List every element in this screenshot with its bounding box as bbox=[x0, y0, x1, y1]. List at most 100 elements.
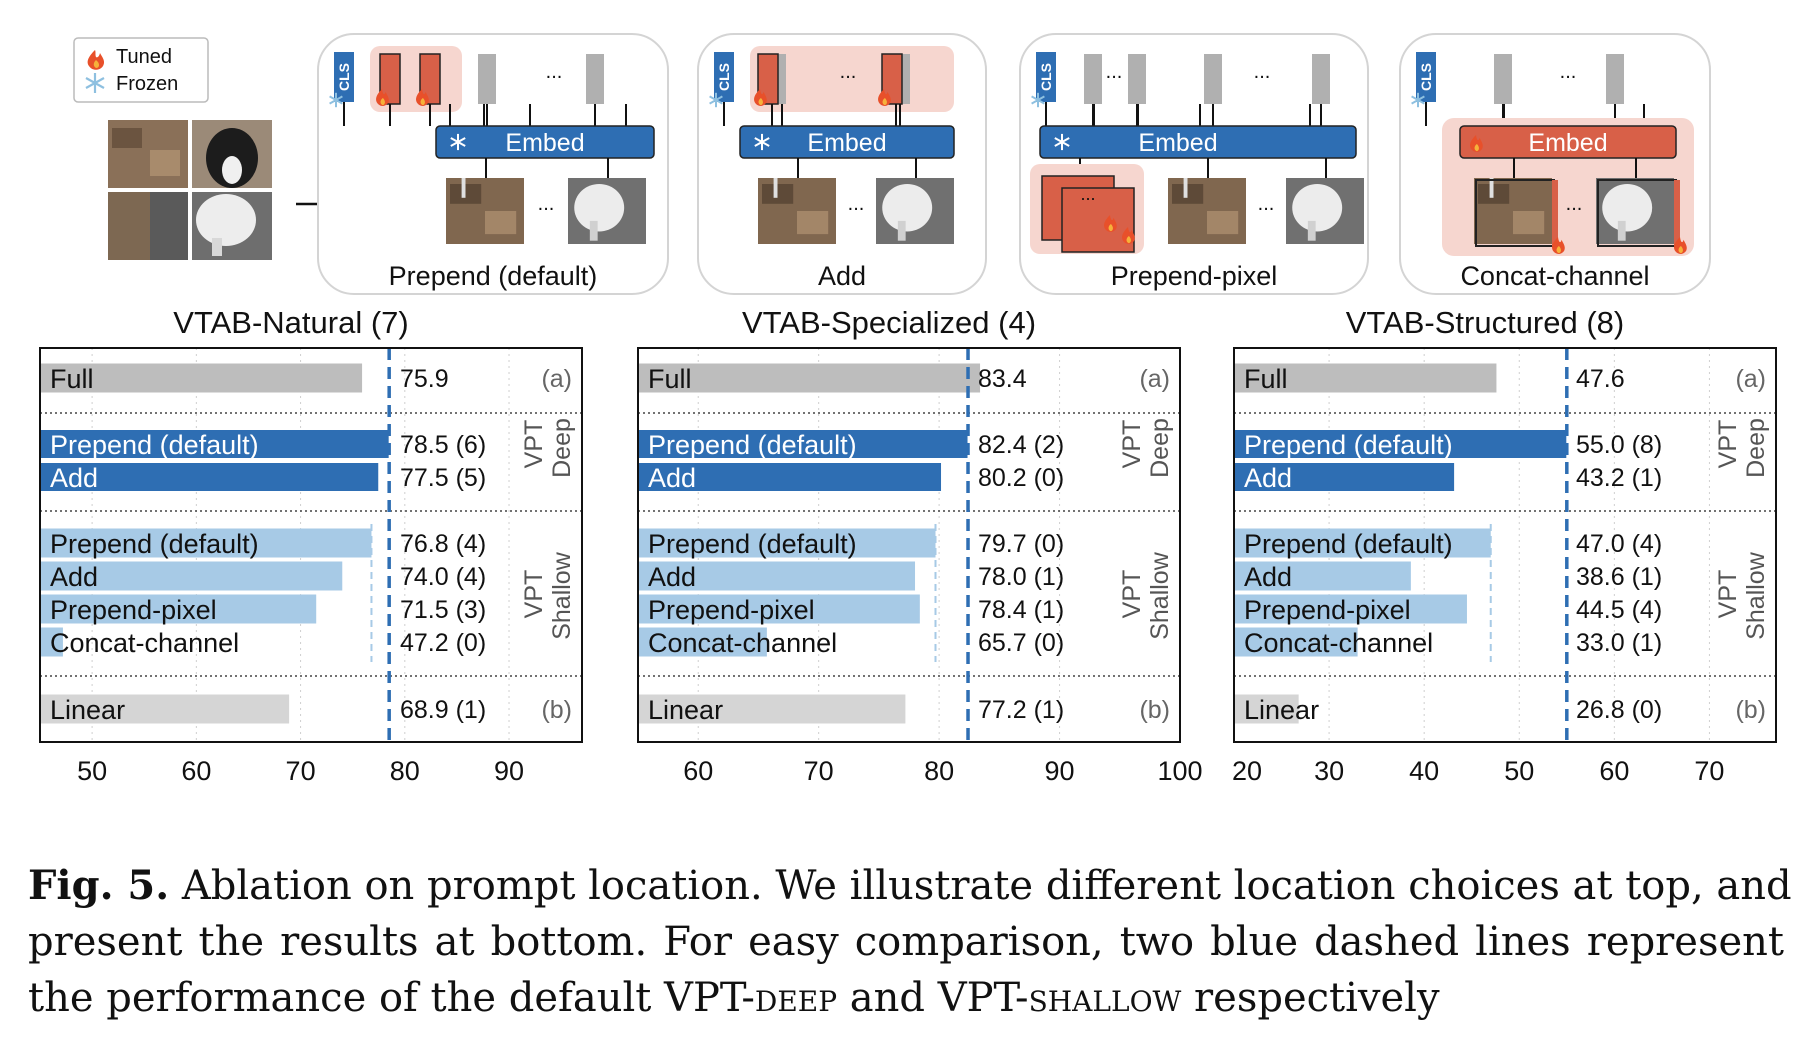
bar-label: Prepend (default) bbox=[50, 430, 259, 460]
legend-frozen-label: Frozen bbox=[116, 73, 178, 95]
bar bbox=[40, 528, 372, 558]
patch-token bbox=[586, 54, 604, 104]
ellipsis-text: ... bbox=[1566, 193, 1583, 215]
flame-outer bbox=[1104, 215, 1117, 232]
cls-token bbox=[1036, 52, 1056, 102]
value-label: 68.9 (1) bbox=[400, 696, 486, 724]
value-label: 43.2 (1) bbox=[1576, 464, 1662, 492]
value-label: 79.7 (0) bbox=[978, 530, 1064, 558]
flame-inner bbox=[1126, 236, 1131, 244]
bar-label: Concat-channel bbox=[50, 628, 239, 658]
snowflake-icon bbox=[85, 73, 105, 93]
group-label-linear: (b) bbox=[1139, 696, 1170, 724]
flame-inner bbox=[380, 98, 385, 106]
bar-label: Prepend (default) bbox=[648, 430, 857, 460]
x-tick-label: 60 bbox=[683, 756, 713, 786]
ellipsis-text: ... bbox=[1080, 184, 1095, 204]
x-tick-label: 90 bbox=[494, 756, 524, 786]
cls-token-label: CLS bbox=[716, 63, 732, 91]
ellipsis-text: ... bbox=[546, 61, 563, 83]
pixel-prompt bbox=[1061, 187, 1135, 253]
panel-title: Prepend (default) bbox=[389, 261, 598, 291]
legend: Tuned Frozen bbox=[73, 37, 209, 103]
patch-detail bbox=[1489, 178, 1494, 198]
bar bbox=[638, 627, 767, 657]
prompt-token bbox=[881, 53, 903, 105]
flame-inner bbox=[1474, 144, 1479, 152]
patch-token bbox=[478, 54, 496, 104]
value-label: 78.4 (1) bbox=[978, 596, 1064, 624]
patch-detail bbox=[1292, 183, 1343, 232]
snowflake-icon bbox=[1411, 92, 1425, 108]
patch-detail bbox=[1478, 184, 1510, 204]
image-patch bbox=[1596, 178, 1674, 244]
plot-frame bbox=[1233, 347, 1777, 743]
patch-detail bbox=[1172, 184, 1204, 204]
group-label-shallow-2: Shallow bbox=[1146, 551, 1174, 639]
patch-detail bbox=[762, 184, 794, 204]
bar bbox=[638, 594, 920, 624]
group-label-full: (a) bbox=[1139, 365, 1170, 393]
patch-detail bbox=[485, 211, 517, 235]
x-tick-label: 80 bbox=[390, 756, 420, 786]
bar-label: Add bbox=[648, 562, 696, 592]
value-label: 74.0 (4) bbox=[400, 563, 486, 591]
value-label: 78.5 (6) bbox=[400, 431, 486, 459]
bar-label: Concat-channel bbox=[1244, 628, 1433, 658]
bar-label: Prepend (default) bbox=[648, 529, 857, 559]
flame-inner bbox=[882, 98, 887, 106]
flame-icon bbox=[1470, 135, 1483, 152]
caption-vpt-shallow: shallow bbox=[1028, 975, 1182, 1021]
patch-token bbox=[1084, 54, 1102, 104]
bar-label: Linear bbox=[648, 695, 723, 725]
bar bbox=[638, 694, 906, 724]
patch-token bbox=[1494, 54, 1512, 104]
value-label: 76.8 (4) bbox=[400, 530, 486, 558]
flame-inner bbox=[420, 98, 425, 106]
value-label: 71.5 (3) bbox=[400, 596, 486, 624]
image-patch bbox=[1168, 178, 1246, 244]
ellipsis-text: ... bbox=[840, 61, 857, 83]
bar-label: Full bbox=[50, 364, 94, 394]
cls-token bbox=[1416, 52, 1436, 102]
concat-channel bbox=[1674, 180, 1680, 246]
bar bbox=[638, 363, 981, 393]
value-label: 47.2 (0) bbox=[400, 629, 486, 657]
flame-outer bbox=[1552, 237, 1565, 254]
group-label-deep-2: Deep bbox=[1146, 418, 1174, 478]
bar-label: Prepend (default) bbox=[1244, 430, 1453, 460]
panel-title: Add bbox=[818, 261, 866, 291]
group-label-deep-1: VPT bbox=[1118, 420, 1146, 469]
bar bbox=[1233, 429, 1568, 459]
value-label: 38.6 (1) bbox=[1576, 563, 1662, 591]
flame-icon bbox=[1122, 227, 1135, 244]
value-label: 77.2 (1) bbox=[978, 696, 1064, 724]
concat-channel bbox=[1552, 180, 1558, 246]
snowflake-icon bbox=[709, 92, 723, 108]
caption-text-3c: and VPT- bbox=[837, 975, 1029, 1021]
chart-2: VTAB-Specialized (4) Full Prepend (default… bbox=[637, 305, 1203, 786]
chart-title: VTAB-Natural (7) bbox=[173, 305, 408, 340]
ellipsis-text: ... bbox=[1106, 61, 1123, 83]
value-label: 80.2 (0) bbox=[978, 464, 1064, 492]
bar bbox=[39, 462, 380, 492]
embed-label: Embed bbox=[1528, 129, 1607, 157]
patch-token bbox=[1312, 54, 1330, 104]
bar bbox=[40, 561, 343, 591]
embed-label: Embed bbox=[1138, 129, 1217, 157]
diagram-panel-concat: Concat-channel CLS ... Embed... bbox=[1399, 33, 1711, 295]
group-label-shallow-1: VPT bbox=[520, 570, 548, 619]
cls-token-label: CLS bbox=[1418, 63, 1434, 91]
legend-tuned-label: Tuned bbox=[116, 46, 172, 68]
bar-label: Prepend (default) bbox=[50, 529, 259, 559]
bar-label: Prepend-pixel bbox=[50, 595, 217, 625]
flame-outer bbox=[1122, 227, 1135, 244]
value-label: 55.0 (8) bbox=[1576, 431, 1662, 459]
caption-line-2: present the results at bottom. For easy … bbox=[28, 919, 1784, 965]
flame-outer bbox=[416, 89, 429, 106]
caption-text-1: Ablation on prompt location. We illustra… bbox=[181, 863, 1792, 909]
caption-line-1: Fig. 5. Ablation on prompt location. We … bbox=[28, 858, 1792, 914]
group-label-deep-1: VPT bbox=[1714, 420, 1742, 469]
